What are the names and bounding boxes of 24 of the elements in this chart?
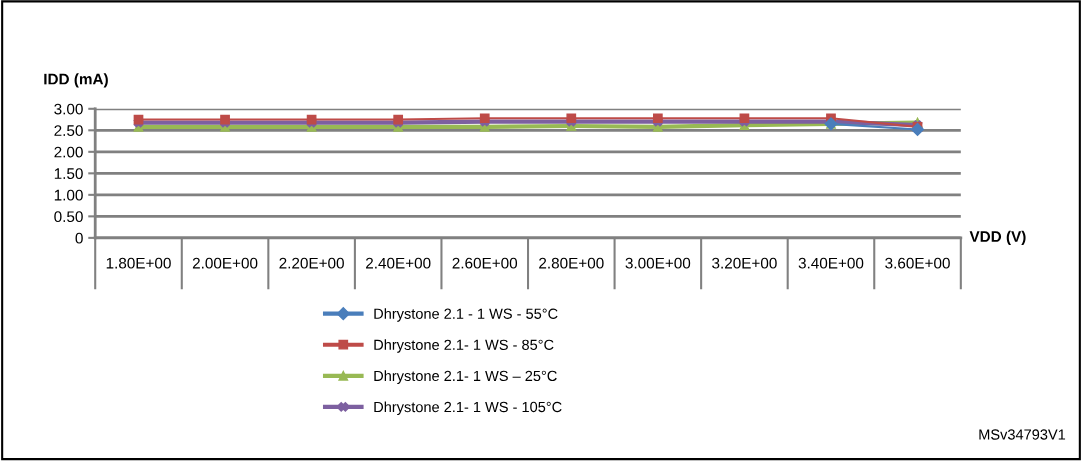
x-tick-label: 3.60E+00 — [885, 257, 950, 269]
x-tick-label: 3.40E+00 — [798, 257, 864, 269]
x-tick-label: 3.20E+00 — [712, 257, 777, 269]
legend-label: Dhrystone 2.1- 1 WS - 85°C — [374, 339, 554, 353]
x-tick-label: 2.40E+00 — [366, 257, 431, 269]
legend-label: Dhrystone 2.1 - 1 WS - 55°C — [374, 308, 558, 322]
x-tick-label: 2.00E+00 — [192, 257, 258, 269]
x-tick-label: 2.80E+00 — [539, 257, 604, 269]
y-axis-title: IDD (mA) — [44, 73, 108, 88]
legend-label: Dhrystone 2.1- 1 WS - 105°C — [374, 401, 562, 416]
text: MSv34793V1 — [979, 429, 1066, 440]
y-tick-label: 2.50 — [54, 125, 83, 136]
x-tick-label: 1.80E+00 — [106, 257, 171, 269]
x-tick-label: 3.00E+00 — [625, 257, 691, 269]
y-tick-label: 0.50 — [54, 211, 83, 223]
y-tick-label: 3.00 — [54, 103, 83, 115]
x-tick-label: 2.60E+00 — [452, 257, 518, 269]
y-tick-label: 0 — [75, 232, 83, 244]
x-axis-title: VDD (V) — [969, 230, 1026, 245]
x-tick-label: 2.20E+00 — [279, 257, 344, 269]
y-tick-label: 2.00 — [54, 146, 83, 158]
y-tick-label: 1.00 — [54, 189, 83, 201]
legend-label: Dhrystone 2.1- 1 WS – 25°C — [374, 370, 557, 384]
y-tick-label: 1.50 — [54, 168, 83, 180]
